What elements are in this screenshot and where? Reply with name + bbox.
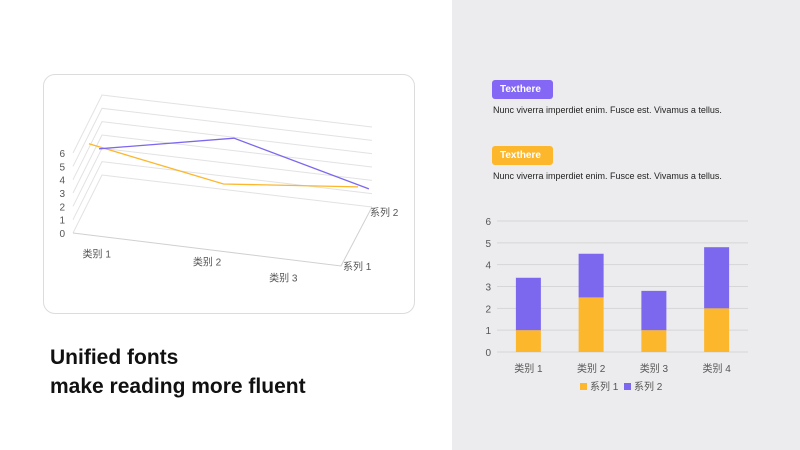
bar: [641, 330, 667, 352]
y-tick-label: 4: [59, 176, 65, 187]
depth-label: 系列 2: [370, 206, 399, 219]
x-tick-label: 类别 3: [269, 272, 298, 285]
y-tick-label: 0: [59, 229, 65, 240]
x-tick-label: 类别 2: [193, 256, 222, 269]
bar: [578, 253, 604, 298]
headline-line-1: Unified fonts: [50, 346, 179, 369]
right-panel: [452, 0, 800, 450]
y-tick-label: 5: [485, 239, 491, 250]
gridline: [72, 161, 373, 220]
tag-text-2: Nunc viverra imperdiet enim. Fusce est. …: [493, 171, 722, 181]
x-tick-label: 类别 1: [83, 247, 112, 260]
tag-label-2: Texthere: [492, 146, 553, 165]
gridline: [72, 121, 373, 180]
legend-label: 系列 2: [634, 380, 663, 393]
y-tick-label: 6: [59, 149, 65, 160]
chart-card: [43, 74, 415, 314]
y-tick-label: 2: [485, 304, 491, 315]
y-tick-label: 1: [59, 216, 65, 227]
bar: [578, 297, 604, 352]
bar: [515, 277, 541, 331]
y-tick-label: 3: [485, 283, 491, 294]
y-tick-label: 6: [485, 217, 491, 228]
bar: [704, 308, 730, 352]
tag-text-1: Nunc viverra imperdiet enim. Fusce est. …: [493, 105, 722, 115]
headline: Unified fonts make reading more fluent: [50, 343, 306, 401]
y-tick-label: 0: [485, 348, 491, 359]
gridline: [72, 94, 373, 154]
bar: [704, 247, 730, 309]
y-tick-label: 1: [485, 326, 491, 337]
legend-swatch: [624, 383, 631, 390]
x-tick-label: 类别 3: [640, 362, 669, 375]
y-tick-label: 5: [59, 162, 65, 173]
x-tick-label: 类别 4: [702, 362, 731, 375]
gridline: [72, 174, 373, 234]
depth-label: 系列 1: [343, 260, 372, 273]
y-tick-label: 4: [485, 261, 491, 272]
x-tick-label: 类别 2: [577, 362, 606, 375]
headline-line-2: make reading more fluent: [50, 375, 306, 398]
legend-label: 系列 1: [590, 380, 619, 393]
bar: [515, 330, 541, 352]
bar: [641, 290, 667, 331]
gridline: [72, 107, 373, 167]
x-tick-label: 类别 1: [514, 362, 543, 375]
y-tick-label: 2: [59, 202, 65, 213]
floor-edge: [72, 206, 373, 267]
series-line: [88, 143, 359, 188]
y-tick-label: 3: [59, 189, 65, 200]
series-line: [99, 137, 370, 190]
tag-label-1: Texthere: [492, 80, 553, 99]
legend-swatch: [580, 383, 587, 390]
